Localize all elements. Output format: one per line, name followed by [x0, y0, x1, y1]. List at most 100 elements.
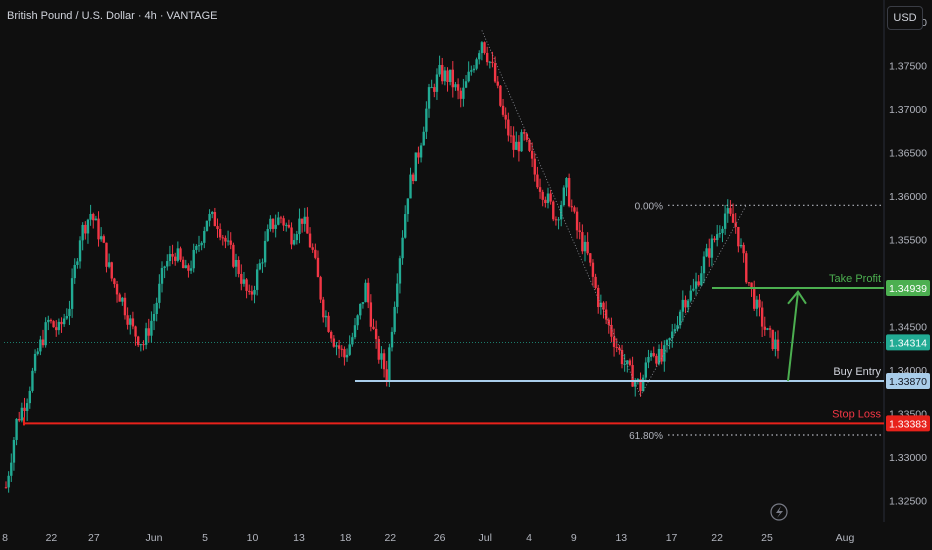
time-axis[interactable]: 8 22 27 Jun 5 10 13 18 22 26 Jul 4 9 13 17 22 25 Aug [2, 532, 854, 544]
time-tick-label: 22 [711, 532, 723, 544]
candle-body [763, 326, 766, 330]
candle-body [110, 262, 113, 279]
candle-body [390, 331, 394, 348]
candle-body [404, 214, 407, 238]
candle-body [292, 240, 296, 245]
candle-body [324, 315, 328, 318]
candle-body [411, 174, 415, 182]
candle-body [374, 328, 378, 340]
candle-body [491, 61, 494, 64]
candle-body [234, 259, 238, 267]
candle-body [459, 90, 462, 99]
candle-body [327, 315, 330, 332]
candle-body [668, 338, 671, 341]
level-label: Stop Loss [832, 408, 881, 420]
candle-body [240, 273, 243, 284]
candle-body [705, 248, 708, 257]
level-price-tag[interactable] [886, 280, 930, 297]
candle-body [195, 245, 198, 250]
candle-body [131, 318, 135, 327]
candle-body [269, 218, 272, 230]
candle-body [86, 219, 90, 234]
candle-body [361, 302, 365, 304]
candle-body [187, 265, 190, 271]
candle-body [700, 273, 703, 286]
time-tick-label: 26 [434, 532, 446, 544]
candle-body [480, 42, 484, 54]
candle-body [599, 302, 603, 308]
candle-body [197, 245, 201, 247]
level-price-tag[interactable] [886, 415, 930, 432]
candle-body [306, 216, 309, 234]
candle-body [739, 244, 743, 247]
candle-body [594, 276, 597, 288]
candle-body [708, 248, 711, 258]
candle-body [422, 131, 425, 146]
candle-body [163, 266, 166, 268]
candle-body [604, 309, 608, 320]
candle-body [493, 63, 497, 82]
candle-body [372, 326, 375, 329]
candle-body [94, 218, 98, 221]
currency-button[interactable]: USD [887, 6, 923, 30]
level-price-text: 1.33870 [889, 376, 927, 388]
candle-body [367, 282, 370, 303]
candle-body [715, 234, 719, 241]
candle-body [581, 232, 584, 252]
trend-line [481, 30, 641, 397]
candle-body [554, 219, 558, 221]
candle-body [385, 369, 388, 381]
time-tick-label: 5 [202, 532, 208, 544]
candle-body [501, 105, 505, 115]
candle-body [525, 133, 529, 140]
candle-body [546, 193, 550, 204]
time-tick-label: 13 [293, 532, 305, 544]
candle-body [155, 302, 158, 314]
candle-body [382, 353, 386, 370]
lightning-icon[interactable] [770, 503, 788, 521]
candle-body [718, 233, 722, 235]
candle-body [23, 407, 26, 411]
candle-body [12, 439, 16, 463]
current-price-tag[interactable] [886, 334, 930, 351]
candle-body [255, 269, 259, 290]
candle-body [160, 267, 164, 284]
time-tick-label: 22 [46, 532, 58, 544]
price-tick-label: 1.34500 [889, 321, 927, 333]
level-price-tag[interactable] [886, 373, 930, 390]
candle-body [314, 249, 317, 258]
candle-body [10, 462, 13, 476]
candle-body [451, 69, 455, 88]
price-tick-label: 1.37500 [889, 60, 927, 72]
candle-body [282, 218, 285, 226]
time-tick-label: 9 [571, 532, 577, 544]
price-tick-label: 1.37000 [889, 104, 927, 116]
candle-body [517, 141, 521, 152]
candle-body [266, 229, 269, 241]
candle-body [742, 244, 745, 254]
candle-body [745, 253, 748, 283]
candle-body [208, 213, 211, 221]
candle-body [303, 216, 306, 224]
candle-body [62, 318, 66, 325]
current-price-text: 1.34314 [889, 337, 927, 349]
candle-body [25, 403, 29, 411]
candle-body [319, 277, 322, 300]
candle-body [591, 262, 595, 277]
candle-body [171, 254, 174, 257]
candle-body [20, 407, 24, 421]
candlestick-series [4, 41, 780, 493]
candle-body [536, 174, 539, 188]
time-tick-label: 17 [666, 532, 678, 544]
candle-body [388, 347, 391, 381]
candle-body [544, 199, 547, 204]
candle-body [216, 226, 219, 229]
fib-level-label: 61.80% [629, 431, 663, 442]
candle-body [335, 345, 338, 347]
candle-body [488, 61, 492, 63]
candle-body [541, 191, 544, 200]
candle-body [441, 64, 444, 82]
candle-body [618, 347, 621, 351]
